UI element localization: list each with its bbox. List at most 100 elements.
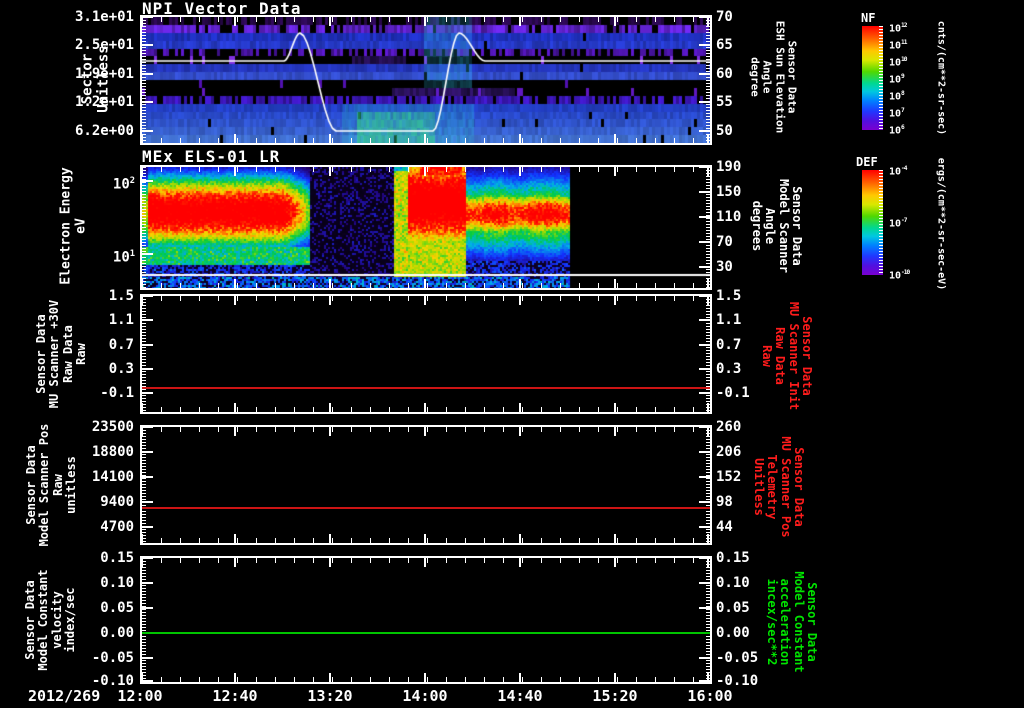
time-major-tick: [519, 403, 521, 412]
nf-colorbar-tick-label: 1010: [889, 56, 908, 69]
time-major-tick: [141, 279, 143, 288]
time-major-tick: [707, 558, 709, 567]
model-scanner-pos-left-tick-label: 23500: [91, 419, 134, 435]
time-major-tick: [234, 296, 236, 305]
model-scanner-pos-right-tick-label: 206: [716, 444, 742, 460]
time-major-tick: [329, 673, 331, 682]
mu-scanner-30v-left-tick-label: 1.1: [108, 312, 134, 328]
model-scanner-pos-right-tick-label: 152: [716, 469, 742, 485]
nf-colorbar-tick-label: 1012: [889, 22, 908, 35]
left-major-tick: [142, 582, 153, 584]
time-major-tick: [424, 673, 426, 682]
panel-els-plot-area: [140, 165, 712, 290]
right-major-tick: [699, 392, 710, 394]
model-constant-velocity-right-tick-label: -0.10: [716, 673, 759, 689]
time-major-tick: [424, 296, 426, 305]
top-minor-ticks: [142, 427, 710, 432]
right-major-tick: [699, 501, 710, 503]
time-major-tick: [424, 17, 426, 26]
time-major-tick: [424, 167, 426, 176]
model-scanner-pos-left-tick-label: 4700: [100, 519, 134, 535]
time-major-tick: [424, 134, 426, 143]
top-minor-ticks: [142, 167, 710, 172]
time-major-tick: [519, 134, 521, 143]
left-major-tick: [142, 451, 153, 453]
left-major-tick: [142, 130, 153, 132]
time-major-tick: [234, 279, 236, 288]
time-major-tick: [614, 534, 616, 543]
right-minor-ticks: [706, 17, 710, 143]
time-major-tick: [141, 534, 143, 543]
model-constant-velocity-right-tick-label: 0.00: [716, 625, 750, 641]
els-spectrogram-canvas: [142, 167, 710, 288]
bottom-minor-ticks: [142, 407, 710, 412]
time-major-tick: [141, 296, 143, 305]
top-minor-ticks: [142, 296, 710, 301]
def-colorbar-tick-label: 10-7: [889, 217, 908, 230]
bottom-minor-ticks: [142, 538, 710, 543]
npi-left-tick-label: 3.1e+01: [74, 9, 134, 25]
time-major-tick: [424, 427, 426, 436]
right-major-tick: [699, 266, 710, 268]
left-minor-ticks: [142, 167, 146, 288]
left-major-tick: [142, 319, 153, 321]
right-major-tick: [699, 680, 710, 682]
right-major-tick: [699, 607, 710, 609]
npi-left-tick-label: 1.2e+01: [74, 94, 134, 110]
time-major-tick: [707, 403, 709, 412]
time-major-tick: [519, 296, 521, 305]
model-constant-velocity-right-tick-label: -0.05: [716, 650, 759, 666]
time-major-tick: [614, 134, 616, 143]
left-major-tick: [142, 557, 153, 559]
time-major-tick: [141, 427, 143, 436]
mu-scanner-30v-constant-line: [142, 387, 710, 389]
model-scanner-pos-left-tick-label: 18800: [91, 444, 134, 460]
left-major-tick: [142, 526, 153, 528]
nf-colorbar-tick-label: 109: [889, 73, 905, 86]
time-major-tick: [614, 673, 616, 682]
model-constant-velocity-right-tick-label: 0.15: [716, 550, 750, 566]
right-major-tick: [699, 319, 710, 321]
time-major-tick: [707, 427, 709, 436]
left-minor-ticks: [142, 558, 146, 682]
els-right-tick-label: 190: [716, 159, 742, 175]
mu-scanner-30v-right-tick-label: 1.1: [716, 312, 742, 328]
npi-spectrogram-canvas: [142, 17, 710, 143]
panel2-title: MEx ELS-01 LR: [142, 147, 281, 166]
left-major-tick: [142, 16, 153, 18]
right-major-tick: [699, 191, 710, 193]
left-major-tick: [142, 476, 153, 478]
model-scanner-pos-right-axis-label: Sensor Data MU Scanner Pos Telemetry Uni…: [751, 436, 806, 538]
left-major-tick: [142, 368, 153, 370]
npi-left-tick-label: 1.9e+01: [74, 66, 134, 82]
time-major-tick: [614, 558, 616, 567]
top-minor-ticks: [142, 558, 710, 563]
colorbar-ticks: [879, 26, 883, 130]
time-major-tick: [329, 403, 331, 412]
time-major-tick: [519, 558, 521, 567]
def-colorbar-units: ergs/(cm**2-sr-sec-eV): [935, 157, 947, 291]
els-left-axis-label: Electron Energy eV: [58, 167, 88, 285]
mu-scanner-30v-left-axis-label: Sensor Data MU Scanner +30V Raw Data Raw: [34, 299, 89, 409]
mu-scanner-30v-left-tick-label: 1.5: [108, 288, 134, 304]
model-scanner-pos-left-tick-label: 9400: [100, 494, 134, 510]
model-constant-velocity-left-tick-label: 0.10: [100, 575, 134, 591]
model-scanner-pos-constant-line: [142, 507, 710, 509]
time-major-tick: [234, 17, 236, 26]
nf-colorbar-units: cnts/(cm**2-sr-sec): [935, 20, 947, 136]
model-scanner-pos-left-tick-label: 14100: [91, 469, 134, 485]
time-major-tick: [614, 296, 616, 305]
time-major-tick: [141, 403, 143, 412]
model-constant-velocity-left-tick-label: -0.10: [91, 673, 134, 689]
time-major-tick: [707, 17, 709, 26]
time-major-tick: [234, 134, 236, 143]
left-major-tick: [142, 44, 153, 46]
nf-colorbar-tick-label: 107: [889, 107, 905, 120]
time-major-tick: [519, 279, 521, 288]
time-major-tick: [329, 167, 331, 176]
nf-colorbar-tick-label: 106: [889, 124, 905, 137]
x-axis-date: 2012/269: [28, 687, 101, 705]
def-colorbar-tick-label: 10-4: [889, 165, 908, 178]
left-major-tick: [142, 657, 153, 659]
left-minor-ticks: [142, 427, 146, 543]
